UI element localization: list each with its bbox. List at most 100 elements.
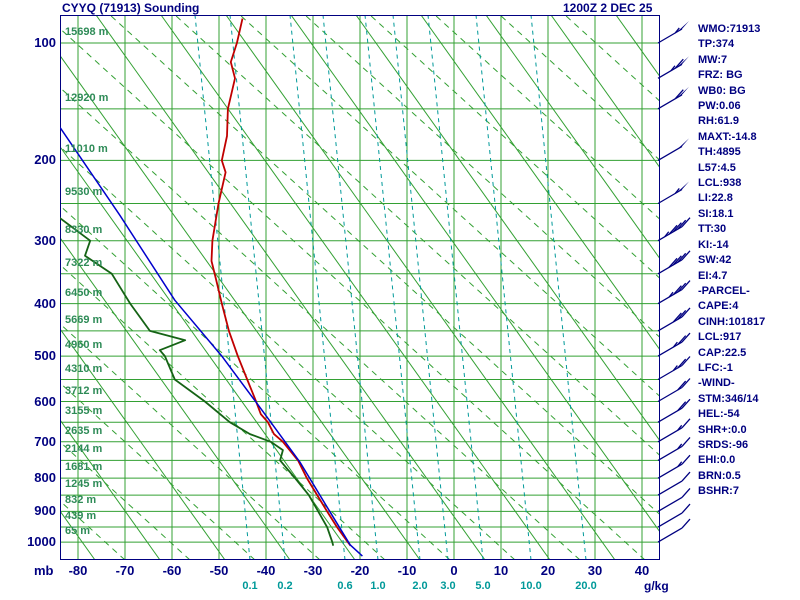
temperature-tick-label: 0 — [450, 563, 458, 578]
index-value: FRZ: BG — [698, 69, 743, 82]
index-value: KI:-14 — [698, 238, 729, 251]
mixing-ratio-label: 20.0 — [575, 580, 597, 592]
height-label: 3712 m — [65, 384, 103, 397]
wind-barb — [657, 436, 691, 461]
index-value: SW:42 — [698, 254, 732, 267]
height-label: 5669 m — [65, 313, 103, 326]
index-value: RH:61.9 — [698, 115, 739, 128]
temperature-tick-label: -70 — [115, 563, 135, 578]
wind-barb — [657, 454, 691, 479]
wind-barb — [657, 86, 689, 110]
wind-barb — [657, 307, 691, 332]
mixing-ratio-label: 1.0 — [370, 580, 386, 592]
height-label: 6450 m — [65, 286, 103, 299]
index-value: LCL:938 — [698, 177, 742, 190]
height-label: 65 m — [65, 525, 91, 538]
pressure-label: 400 — [34, 295, 56, 311]
height-label: 4960 m — [65, 339, 103, 352]
height-label: 3155 m — [65, 405, 103, 418]
plot-border — [60, 15, 660, 560]
wind-barbs-group — [657, 21, 691, 543]
wind-barb — [657, 332, 691, 357]
index-value: CAPE:4 — [698, 300, 739, 313]
wind-barb — [657, 217, 691, 242]
height-label: 8330 m — [65, 223, 103, 236]
dewpoint-curve — [60, 216, 335, 546]
pressure-label: 800 — [34, 470, 56, 486]
height-label: 15698 m — [65, 25, 109, 38]
wind-barb — [657, 138, 689, 161]
pressure-label: 900 — [34, 503, 56, 519]
wind-barb — [657, 181, 689, 205]
wind-barb — [657, 398, 691, 423]
mixing-ratio-label: 2.0 — [412, 580, 428, 592]
index-value: WB0: BG — [698, 84, 746, 97]
temperature-tick-label: -30 — [303, 563, 323, 578]
index-value: CAP:22.5 — [698, 346, 747, 359]
mixing-ratio-label: 5.0 — [475, 580, 491, 592]
mixing-ratio-label: 10.0 — [520, 580, 542, 592]
index-value: PW:0.06 — [698, 100, 741, 113]
pressure-label: 700 — [34, 433, 56, 449]
wind-barb — [657, 280, 691, 305]
pressure-label: 100 — [34, 34, 56, 50]
mixing-ratio-lines — [194, 15, 587, 560]
mixing-ratio-label: 0.1 — [242, 580, 258, 592]
temperature-tick-label: -20 — [350, 563, 370, 578]
temperature-curve — [210, 18, 352, 547]
height-label: 7322 m — [65, 256, 103, 269]
mixing-ratio-label: 3.0 — [440, 580, 456, 592]
index-value: CINH:101817 — [698, 315, 766, 328]
pressure-label: 500 — [34, 348, 56, 364]
index-value: EI:4.7 — [698, 269, 728, 282]
dry-adiabat-lines — [60, 15, 660, 560]
mixing-ratio-label: 0.2 — [277, 580, 293, 592]
temperature-tick-label: -80 — [68, 563, 88, 578]
isotherm-lines — [77, 15, 643, 560]
height-label: 1681 m — [65, 461, 103, 474]
index-value: STM:346/14 — [698, 392, 759, 405]
temperature-tick-label: -60 — [162, 563, 182, 578]
index-value: TH:4895 — [698, 146, 741, 159]
temperature-tick-label: -10 — [397, 563, 417, 578]
wind-barb — [657, 418, 691, 443]
height-label: 9530 m — [65, 186, 103, 199]
height-label: 1245 m — [65, 478, 103, 491]
index-value: SRDS:-96 — [698, 438, 749, 451]
wind-barb — [657, 56, 689, 79]
timestamp: 1200Z 2 DEC 25 — [563, 1, 653, 15]
index-value: HEL:-54 — [698, 408, 740, 421]
pressure-label: 200 — [34, 152, 56, 168]
index-value: MAXT:-14.8 — [698, 130, 757, 143]
mixing-unit-label: g/kg — [644, 579, 669, 593]
moist-adiabat-lines — [60, 15, 660, 560]
pressure-unit-label: mb — [34, 563, 54, 578]
wind-barb — [657, 471, 691, 496]
index-value: SI:18.1 — [698, 207, 734, 220]
height-label: 832 m — [65, 494, 97, 507]
index-value: -WIND- — [698, 377, 735, 390]
height-label: 12920 m — [65, 91, 109, 104]
index-value: WMO:71913 — [698, 23, 761, 35]
height-label: 2144 m — [65, 443, 103, 456]
height-label: 4310 m — [65, 362, 103, 375]
index-value: EHI:0.0 — [698, 454, 736, 467]
temperature-tick-label: 20 — [540, 563, 556, 578]
wind-barb — [657, 487, 691, 512]
index-value: -PARCEL- — [698, 284, 750, 297]
temperature-tick-label: 30 — [587, 563, 603, 578]
temperature-tick-label: 10 — [493, 563, 509, 578]
pressure-label: 300 — [34, 232, 56, 248]
height-label: 11010 m — [65, 143, 108, 156]
wind-barb — [657, 503, 691, 528]
wind-barb — [657, 518, 691, 543]
index-value: BSHR:7 — [698, 485, 739, 498]
index-value: TT:30 — [698, 223, 727, 236]
mixing-ratio-label: 0.6 — [337, 580, 353, 592]
index-value: MW:7 — [698, 53, 728, 66]
parcel-curve — [60, 127, 363, 557]
wind-barb — [657, 356, 691, 381]
index-value: LFC:-1 — [698, 361, 733, 374]
